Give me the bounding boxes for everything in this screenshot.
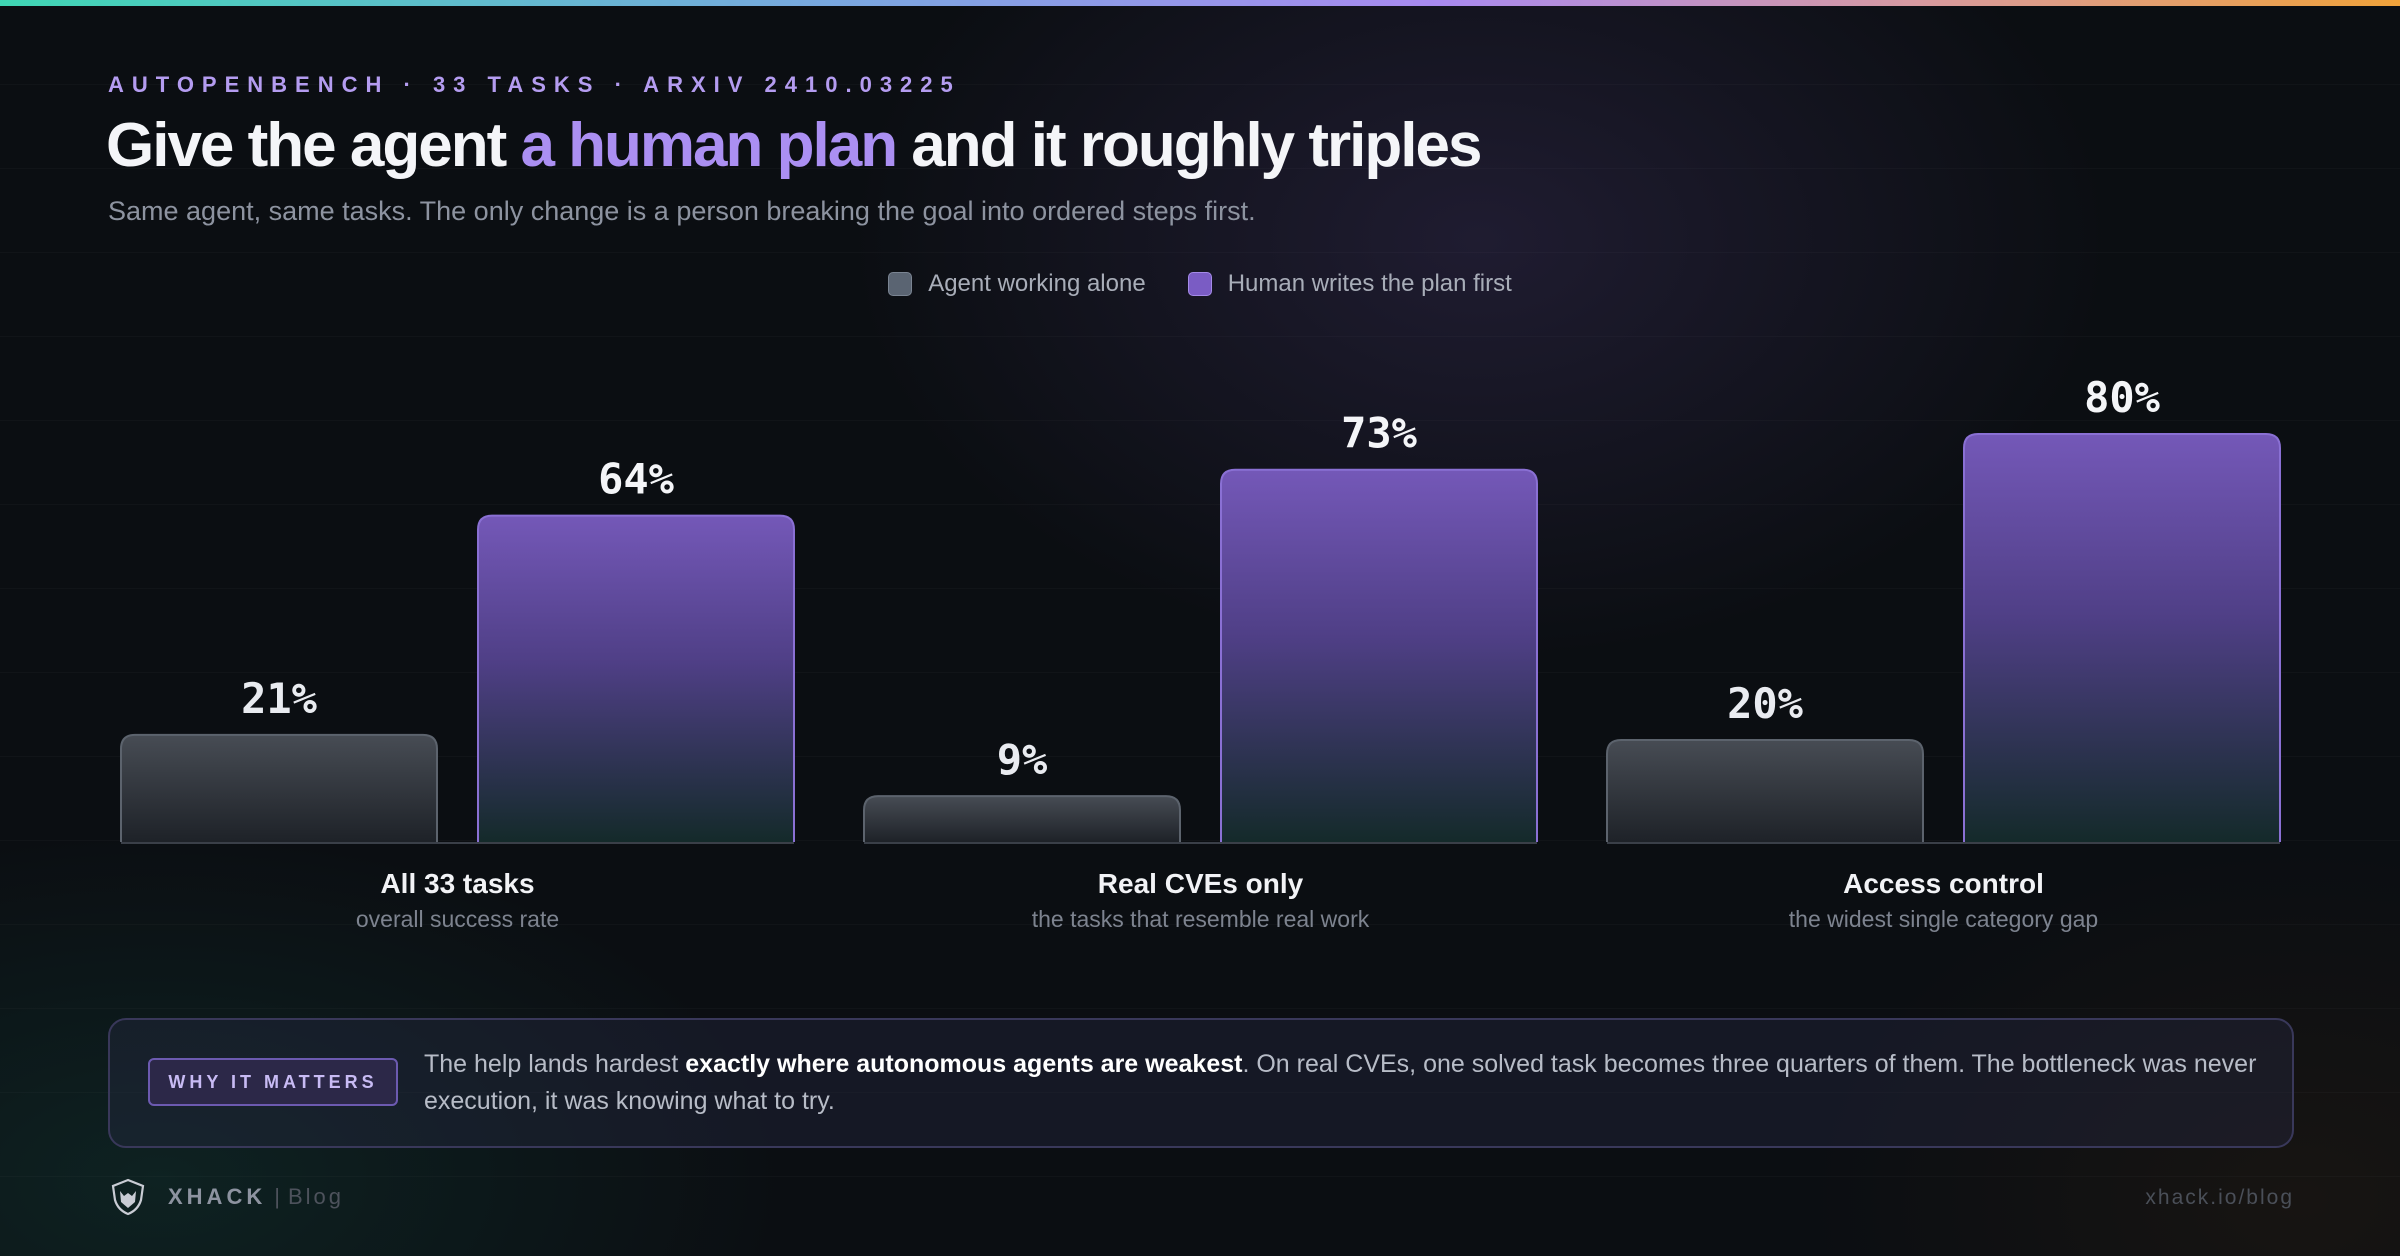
legend-swatch-plan [1187, 272, 1212, 296]
data-label: 20% [1727, 679, 1803, 728]
callout-text: The help lands hardest exactly where aut… [424, 1046, 2264, 1120]
bar-human-plan-1 [477, 514, 795, 842]
category-sublabel: overall success rate [356, 906, 559, 932]
page-subtitle: Same agent, same tasks. The only change … [108, 196, 1256, 226]
legend-label-alone: Agent working alone [928, 270, 1146, 297]
bar-agent-alone-1 [120, 733, 438, 842]
category-label: Access control [1843, 868, 2044, 899]
footer-separator: | [274, 1184, 280, 1209]
category-sublabel: the widest single category gap [1789, 906, 2098, 932]
callout-text-after: . On real CVEs, one solved task becomes … [424, 1050, 2257, 1115]
legend-item-alone: Agent working alone [888, 270, 1146, 298]
title-suffix: and it roughly triples [896, 111, 1482, 180]
footer-url[interactable]: xhack.io/blog [2145, 1186, 2294, 1209]
data-label: 73% [1341, 409, 1417, 458]
chart-legend: Agent working alone Human writes the pla… [0, 270, 2400, 298]
eyebrow-label: AUTOPENBENCH · 33 TASKS · ARXIV 2410.032… [108, 72, 961, 97]
why-it-matters-callout: WHY IT MATTERS The help lands hardest ex… [108, 1018, 2294, 1148]
callout-text-before: The help lands hardest [424, 1050, 686, 1078]
bar-human-plan-2 [1220, 468, 1538, 842]
footer-brand-name: XHACK [168, 1184, 267, 1209]
top-gradient-bar [0, 0, 2400, 6]
category-label: Real CVEs only [1098, 868, 1304, 899]
legend-item-plan: Human writes the plan first [1187, 270, 1512, 298]
legend-swatch-alone [888, 272, 913, 296]
footer-brand: XHACK | Blog [168, 1184, 344, 1210]
category-label: All 33 tasks [380, 868, 534, 899]
footer-section: Blog [287, 1184, 344, 1209]
bar-chart: 21% 64% All 33 tasks overall success rate 9%… [120, 373, 2281, 932]
bar-human-plan-3 [1963, 433, 2281, 842]
bar-agent-alone-2 [863, 795, 1181, 842]
data-label: 21% [241, 674, 317, 723]
bar-agent-alone-3 [1606, 739, 1924, 842]
callout-text-bold: exactly where autonomous agents are weak… [685, 1050, 1243, 1078]
category-sublabel: the tasks that resemble real work [1032, 906, 1370, 932]
callout-badge: WHY IT MATTERS [148, 1058, 398, 1106]
legend-label-plan: Human writes the plan first [1227, 270, 1512, 297]
shield-wolf-icon [111, 1178, 145, 1216]
data-label: 80% [2084, 373, 2160, 422]
data-label: 9% [997, 735, 1048, 784]
data-label: 64% [598, 455, 674, 504]
title-prefix: Give the agent [106, 111, 521, 180]
page-title: Give the agent a human plan and it rough… [106, 110, 1482, 181]
title-accent: a human plan [520, 111, 898, 180]
